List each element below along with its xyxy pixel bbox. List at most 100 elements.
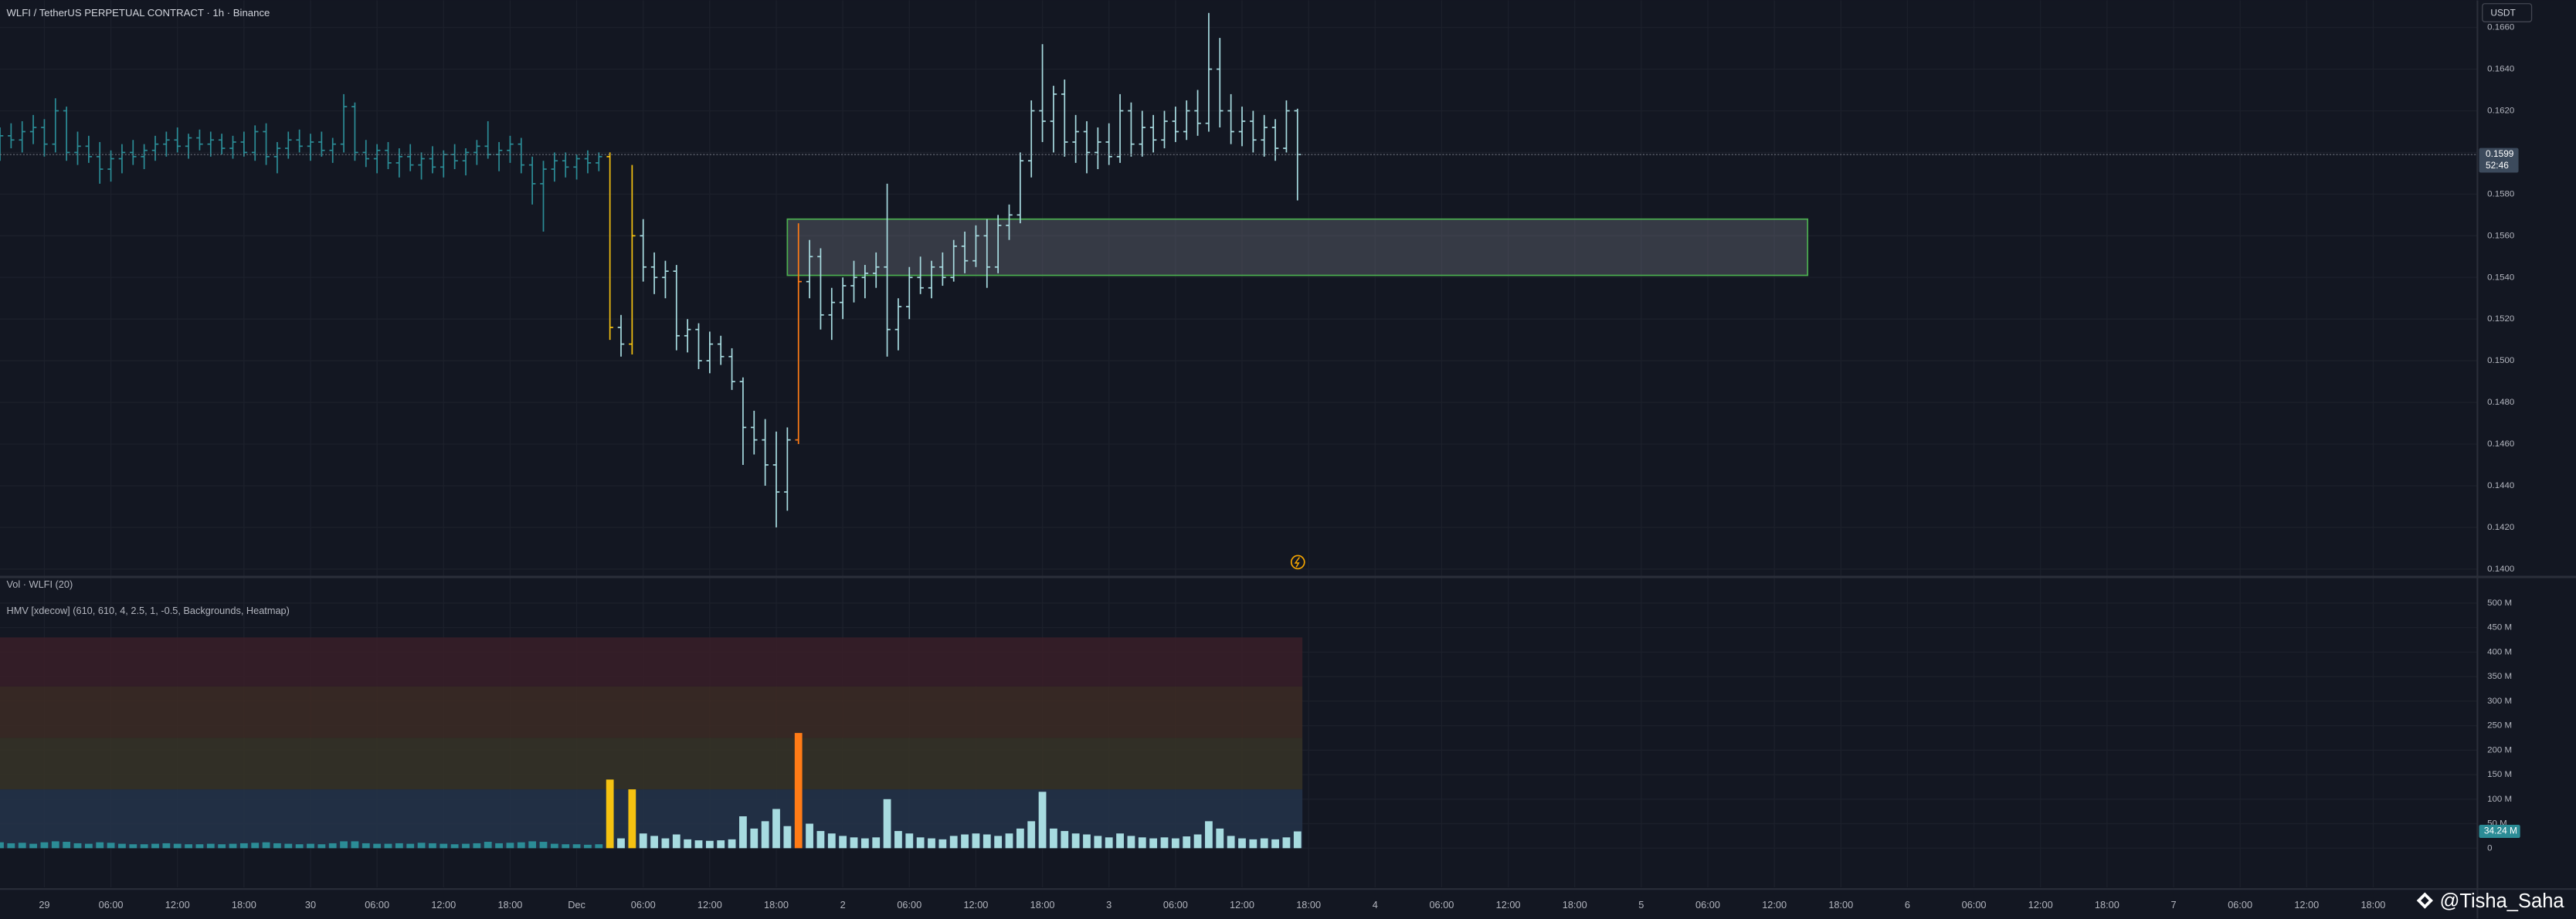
volume-bar <box>1027 821 1036 849</box>
x-tick-label: 12:00 <box>697 899 722 911</box>
axes-layer: 29 06:00 12:00 18:00 30 06:00 12:00 18:00 Dec 06:… <box>39 23 2520 911</box>
currency-box[interactable] <box>2482 3 2533 22</box>
volume-bar <box>750 828 759 849</box>
volume-bar <box>1249 839 1257 849</box>
volume-bar <box>429 843 436 849</box>
volume-bar <box>905 833 914 849</box>
volume-bar <box>307 843 314 849</box>
volume-bar <box>705 840 714 849</box>
event-icon[interactable] <box>1290 554 1305 570</box>
x-tick-label: 12:00 <box>2028 899 2053 911</box>
x-tick-label: 30 <box>305 899 316 911</box>
volume-bar <box>661 838 670 849</box>
volume-bar <box>816 831 825 849</box>
x-tick-label: 18:00 <box>764 899 789 911</box>
volume-bar <box>185 844 192 849</box>
volume-bar <box>595 844 603 849</box>
volume-bar <box>107 843 115 849</box>
y-tick-label: 0.1580 <box>2487 189 2514 198</box>
volume-bar <box>395 843 403 849</box>
x-tick-label: 12:00 <box>165 899 190 911</box>
volume-bar <box>1193 834 1202 849</box>
volume-bar <box>273 843 281 849</box>
volume-bar <box>894 831 902 849</box>
zone-box <box>786 218 1809 276</box>
volume-bar <box>650 836 658 849</box>
volume-bar <box>140 844 148 849</box>
volume-bar <box>539 842 548 849</box>
volume-bar <box>29 843 37 849</box>
volume-bar <box>40 842 49 849</box>
volume-bar <box>295 844 304 849</box>
y-tick-label: 0.1460 <box>2487 439 2514 449</box>
x-tick-label: 06:00 <box>1962 899 1987 911</box>
volume-bar <box>195 844 204 849</box>
volume-bar <box>1238 838 1246 849</box>
volume-bar <box>495 843 503 849</box>
price-label: 0.1599 <box>2486 148 2514 159</box>
countdown: 52:46 <box>2486 160 2509 171</box>
x-tick-label: 06:00 <box>897 899 921 911</box>
volume-bar <box>262 842 270 849</box>
volume-bar <box>206 843 215 849</box>
volume-bar <box>284 843 293 849</box>
y-tick-label: 0.1500 <box>2487 356 2514 365</box>
x-tick-label: 4 <box>1373 899 1378 911</box>
volume-bar <box>1127 836 1135 849</box>
x-tick-label: 12:00 <box>1230 899 1254 911</box>
vol-tick-label: 250 M <box>2487 721 2512 731</box>
x-tick-label: 18:00 <box>1030 899 1055 911</box>
y-tick-label: 0.1420 <box>2487 523 2514 532</box>
volume-bar <box>728 839 736 849</box>
volume-bar <box>672 834 680 849</box>
volume-bar <box>162 843 171 849</box>
y-tick-label: 0.1560 <box>2487 231 2514 240</box>
volume-bar <box>850 837 858 849</box>
volume-bar <box>51 841 59 849</box>
volume-bar <box>506 843 514 849</box>
volume-bar <box>1071 833 1080 849</box>
volume-bar <box>1227 836 1235 849</box>
volume-bar <box>827 833 836 849</box>
y-tick-label: 0.1640 <box>2487 65 2514 74</box>
x-tick-label: 18:00 <box>232 899 256 911</box>
volume-bar <box>1105 837 1113 849</box>
x-tick-label: 29 <box>39 899 49 911</box>
x-tick-label: 12:00 <box>1496 899 1521 911</box>
x-tick-label: 5 <box>1638 899 1644 911</box>
volume-bar <box>961 834 969 849</box>
volume-bar <box>694 840 703 849</box>
volume-bar <box>1016 828 1024 849</box>
volume-bar <box>118 843 126 849</box>
volume-bar <box>550 843 558 849</box>
volume-bar <box>1050 828 1057 849</box>
volume-bar <box>1038 792 1047 849</box>
volume-bar <box>96 842 104 849</box>
currency[interactable]: USDT <box>2490 8 2515 19</box>
volume-bar <box>739 816 747 849</box>
volume-bar <box>584 844 592 849</box>
volume-bar <box>328 843 337 849</box>
volume-bar <box>528 841 537 849</box>
volume-bar <box>794 733 803 849</box>
volume-bar <box>450 844 459 849</box>
volume-bar <box>1116 833 1124 849</box>
volume-bar <box>872 837 881 849</box>
volume-bar <box>839 836 847 849</box>
volume-bar <box>440 843 448 849</box>
volume-bar <box>972 833 980 849</box>
volume-bar <box>1183 836 1191 849</box>
volume-bar <box>63 842 71 849</box>
volume-bar <box>1216 828 1224 849</box>
y-tick-label: 0.1660 <box>2487 23 2514 32</box>
volume-bar <box>384 843 392 849</box>
volume-bar <box>406 843 415 849</box>
volume-bar <box>0 842 4 849</box>
x-tick-label: 6 <box>1905 899 1910 911</box>
volume-bar <box>18 843 26 849</box>
y-tick-label: 0.1520 <box>2487 314 2514 324</box>
volume-bar <box>617 838 625 849</box>
volume-bar <box>562 844 570 849</box>
volume-bar <box>73 843 82 849</box>
